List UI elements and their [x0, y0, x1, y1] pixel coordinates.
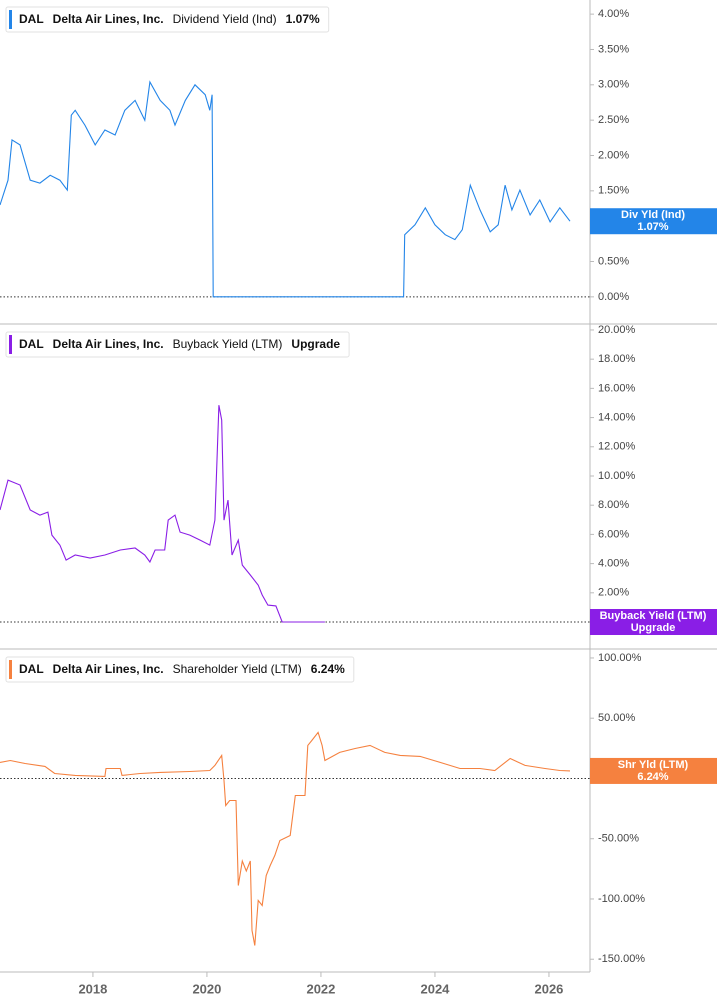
- value-badge: [590, 208, 717, 235]
- y-tick-label: -50.00%: [598, 833, 639, 845]
- y-tick-label: 2.50%: [598, 114, 629, 126]
- legend: DAL Delta Air Lines, Inc. Dividend Yield (…: [5, 6, 330, 33]
- x-tick-label: 2026: [534, 981, 563, 996]
- legend-value: Upgrade: [291, 337, 340, 351]
- legend-box: [5, 6, 330, 33]
- badge-value: Upgrade: [631, 622, 676, 634]
- y-tick-label: 18.00%: [598, 353, 636, 365]
- x-tick-label: 2024: [420, 981, 450, 996]
- y-tick-label: 10.00%: [598, 470, 636, 482]
- legend-ticker: DAL: [19, 12, 44, 26]
- y-tick-label: 2.00%: [598, 587, 629, 599]
- legend-company: Delta Air Lines, Inc.: [53, 12, 164, 26]
- x-tick-label: 2018: [78, 981, 107, 996]
- badge-label: Div Yld (Ind): [621, 209, 685, 221]
- series-line: [0, 405, 325, 623]
- legend-value: 6.24%: [311, 662, 345, 676]
- y-tick-label: 4.00%: [598, 8, 629, 20]
- y-tick-label: -100.00%: [598, 893, 645, 905]
- y-tick-label: 50.00%: [598, 712, 636, 724]
- legend: DAL Delta Air Lines, Inc. Shareholder Yiel…: [5, 656, 355, 683]
- legend-swatch: [9, 10, 12, 29]
- y-tick-label: 1.50%: [598, 185, 629, 197]
- value-badge: [590, 757, 717, 784]
- x-tick-label: 2020: [192, 981, 221, 996]
- y-tick-label: 2.00%: [598, 149, 629, 161]
- legend-ticker: DAL: [19, 662, 44, 676]
- y-tick-label: 8.00%: [598, 499, 629, 511]
- legend: DAL Delta Air Lines, Inc. Buyback Yield (L…: [5, 331, 350, 358]
- y-tick-label: -150.00%: [598, 953, 645, 965]
- badge-label: Buyback Yield (LTM): [600, 610, 707, 622]
- legend-ticker: DAL: [19, 337, 44, 351]
- legend-company: Delta Air Lines, Inc.: [53, 662, 164, 676]
- legend-series: Buyback Yield (LTM): [173, 337, 283, 351]
- legend-box: [5, 331, 350, 358]
- y-tick-label: 14.00%: [598, 411, 636, 423]
- y-tick-label: 3.50%: [598, 43, 629, 55]
- y-tick-label: 100.00%: [598, 652, 642, 664]
- y-tick-label: 6.00%: [598, 528, 629, 540]
- y-tick-label: 20.00%: [598, 324, 636, 336]
- y-tick-label: 0.00%: [598, 291, 629, 303]
- y-tick-label: 16.00%: [598, 382, 636, 394]
- legend-swatch: [9, 660, 12, 679]
- legend-value: 1.07%: [286, 12, 320, 26]
- y-tick-label: 4.00%: [598, 558, 629, 570]
- badge-label: Shr Yld (LTM): [618, 759, 689, 771]
- series-line: [0, 731, 571, 946]
- value-badge: [590, 609, 717, 636]
- y-tick-label: 0.50%: [598, 255, 629, 267]
- legend-company: Delta Air Lines, Inc.: [53, 337, 164, 351]
- legend-series: Dividend Yield (Ind): [173, 12, 277, 26]
- legend-swatch: [9, 335, 12, 354]
- legend-box: [5, 656, 355, 683]
- y-tick-label: 3.00%: [598, 79, 629, 91]
- x-tick-label: 2022: [306, 981, 335, 996]
- y-tick-label: 12.00%: [598, 441, 636, 453]
- badge-value: 6.24%: [637, 771, 668, 783]
- badge-value: 1.07%: [637, 221, 668, 233]
- series-line: [0, 80, 571, 298]
- legend-series: Shareholder Yield (LTM): [173, 662, 302, 676]
